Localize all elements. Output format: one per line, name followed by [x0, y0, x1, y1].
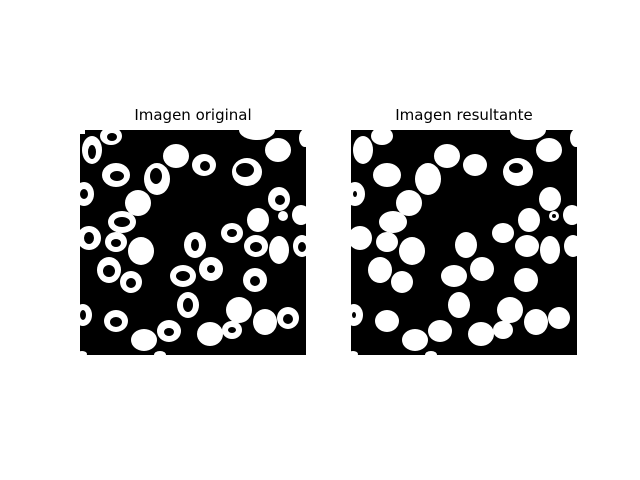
- cell: [353, 136, 373, 164]
- cell: [269, 236, 289, 264]
- cell: [247, 208, 269, 232]
- cell: [493, 321, 513, 339]
- cell: [441, 265, 467, 287]
- cell: [548, 307, 570, 329]
- cell: [540, 236, 560, 264]
- cell: [399, 237, 425, 265]
- panel-title-result: Imagen resultante: [351, 104, 577, 126]
- cell: [539, 187, 561, 211]
- cell: [278, 211, 288, 221]
- cell: [375, 310, 399, 332]
- cell: [396, 190, 422, 216]
- cell: [226, 297, 252, 323]
- image-result: [351, 130, 577, 355]
- cell: [197, 322, 223, 346]
- cell: [470, 257, 494, 281]
- cell: [536, 138, 562, 162]
- cell: [368, 257, 392, 283]
- cell: [402, 329, 428, 351]
- cell: [379, 211, 407, 233]
- image-original: [80, 130, 306, 355]
- cell: [265, 138, 291, 162]
- cell: [434, 144, 460, 168]
- cell: [492, 223, 514, 243]
- cell: [514, 268, 538, 292]
- cell: [131, 329, 157, 351]
- cell: [468, 322, 494, 346]
- cell: [515, 235, 539, 257]
- cell: [376, 232, 398, 252]
- cell: [518, 208, 540, 232]
- cell: [497, 297, 523, 323]
- cell: [415, 163, 441, 195]
- cell: [455, 232, 477, 258]
- cell: [448, 292, 470, 318]
- cell: [163, 144, 189, 168]
- cell: [128, 237, 154, 265]
- cell: [463, 154, 487, 176]
- cell: [373, 163, 401, 187]
- cell: [125, 190, 151, 216]
- cell: [80, 130, 85, 134]
- cell: [391, 271, 413, 293]
- cell: [253, 309, 277, 335]
- panel-title-original: Imagen original: [80, 104, 306, 126]
- cell: [524, 309, 548, 335]
- cell: [428, 320, 452, 342]
